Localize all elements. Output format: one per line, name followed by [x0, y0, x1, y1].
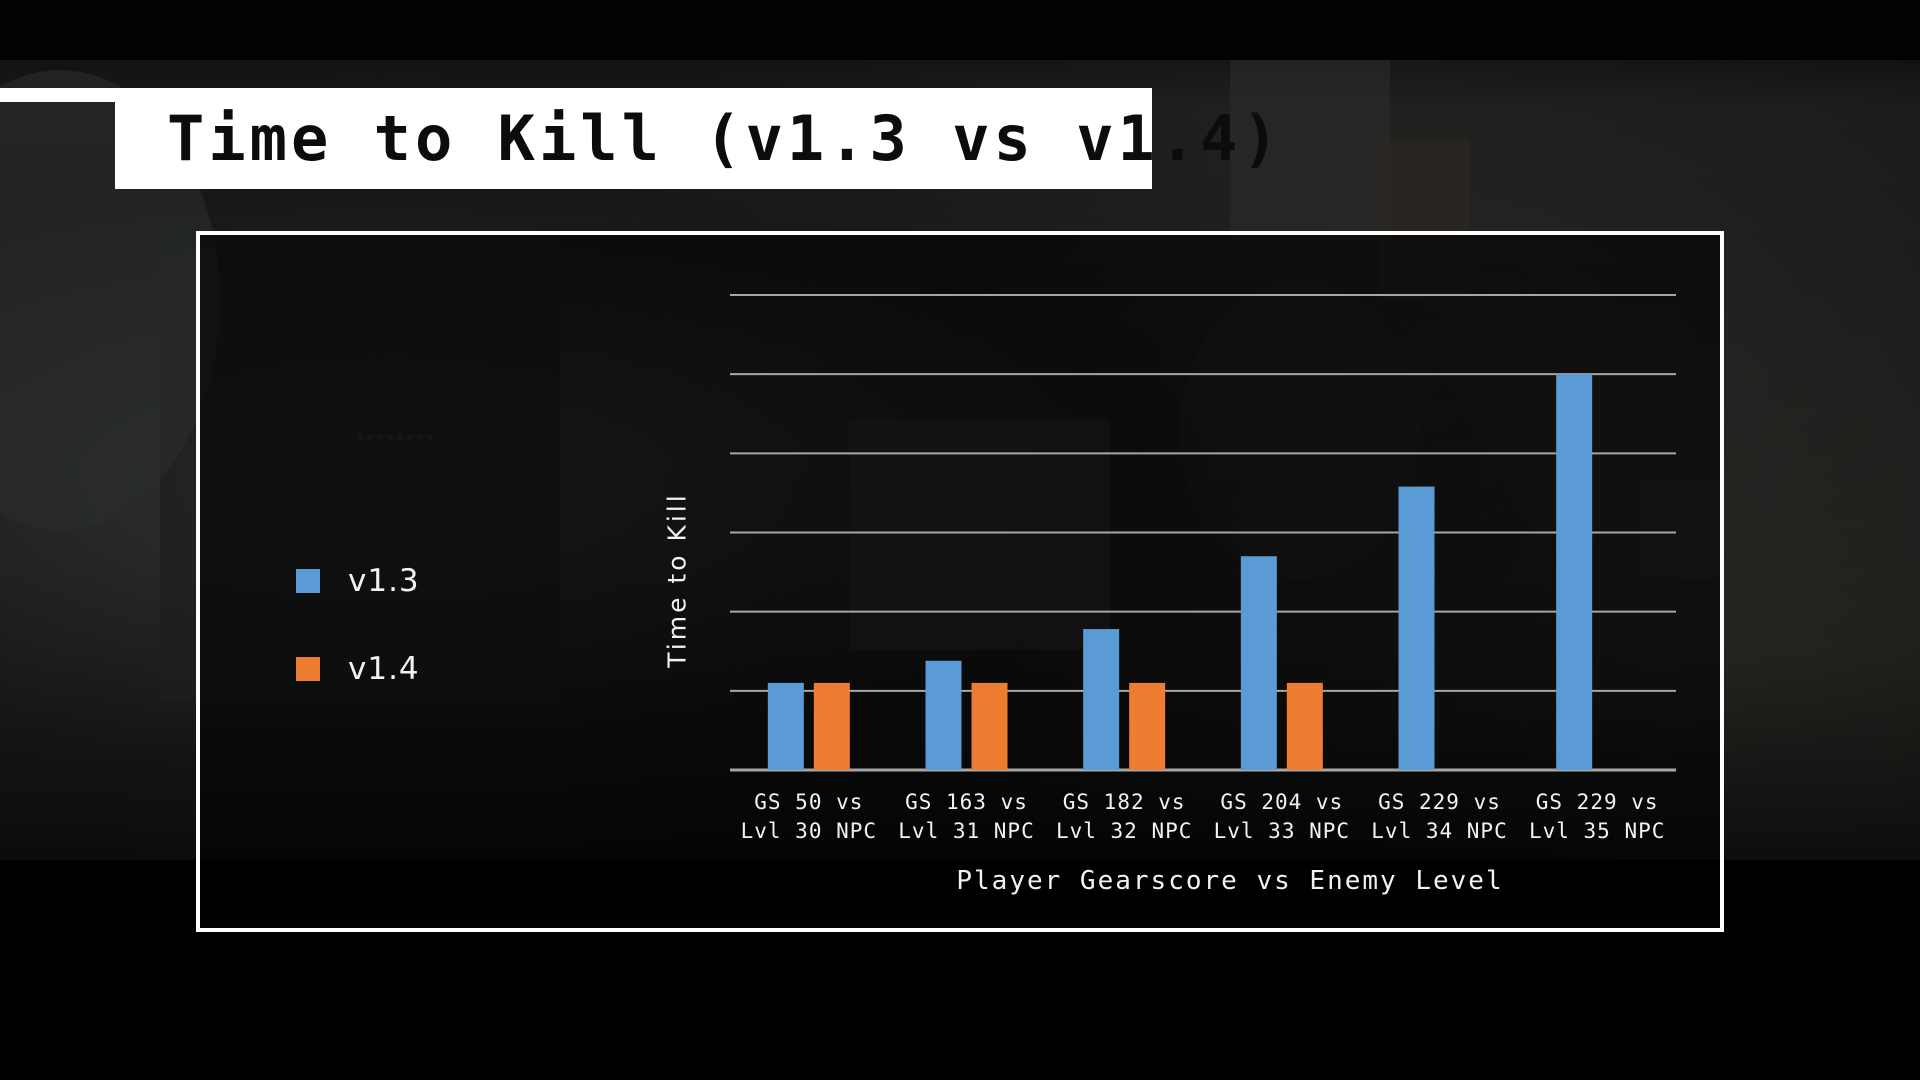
bar-v13-5 [1398, 486, 1435, 770]
bars [767, 374, 1593, 770]
x-tick-label-line: Lvl 32 NPC [1055, 819, 1193, 843]
x-tick-label-line: GS 50 vs [754, 790, 864, 814]
x-tick-label-4: GS 204 vs Lvl 33 NPC [1202, 788, 1362, 846]
gridlines [730, 294, 1676, 772]
x-tick-label-line: Lvl 34 NPC [1371, 819, 1508, 843]
x-axis-label: Player Gearscore vs Enemy Level [956, 866, 1504, 896]
bar-v14-3 [1129, 682, 1166, 770]
x-tick-label-line: GS 204 vs [1220, 790, 1344, 814]
bar-v13-4 [1240, 556, 1277, 770]
x-tick-label-line: GS 163 vs [905, 790, 1028, 814]
x-tick-label-line: Lvl 31 NPC [898, 819, 1035, 843]
bar-v14-1 [813, 682, 850, 770]
legend-swatch-v14 [296, 657, 320, 681]
x-tick-label-line: Lvl 30 NPC [740, 819, 878, 843]
legend-item-v14: v1.4 [296, 651, 420, 687]
bar-v14-2 [971, 682, 1008, 770]
legend-label-v13: v1.3 [348, 563, 420, 599]
legend-label-v14: v1.4 [348, 651, 420, 687]
legend-item-v13: v1.3 [296, 563, 420, 599]
x-tick-label-5: GS 229 vs Lvl 34 NPC [1360, 788, 1520, 846]
x-tick-label-1: GS 50 vs Lvl 30 NPC [729, 788, 889, 846]
x-tick-label-3: GS 182 vs Lvl 32 NPC [1044, 788, 1204, 846]
bar-v13-6 [1556, 374, 1593, 770]
bar-v13-1 [767, 682, 804, 770]
x-tick-label-line: Lvl 33 NPC [1213, 819, 1351, 843]
x-tick-label-6: GS 229 vs Lvl 35 NPC [1517, 788, 1677, 846]
x-tick-label-line: Lvl 35 NPC [1528, 819, 1666, 843]
bar-v14-4 [1286, 682, 1323, 770]
y-axis-label: Time to Kill [662, 492, 692, 668]
x-tick-label-line: GS 229 vs [1378, 790, 1501, 814]
x-tick-label-line: GS 229 vs [1535, 790, 1659, 814]
x-tick-label-2: GS 163 vs Lvl 31 NPC [887, 788, 1047, 846]
legend-swatch-v13 [296, 569, 320, 593]
chart-frame [196, 231, 1724, 932]
slide-title: Time to Kill (v1.3 vs v1.4) [167, 102, 1283, 175]
title-banner-accent [0, 88, 115, 102]
x-tick-label-line: GS 182 vs [1062, 790, 1186, 814]
bar-v13-2 [925, 660, 962, 770]
title-banner: Time to Kill (v1.3 vs v1.4) [115, 88, 1279, 189]
bar-v13-3 [1083, 629, 1120, 770]
